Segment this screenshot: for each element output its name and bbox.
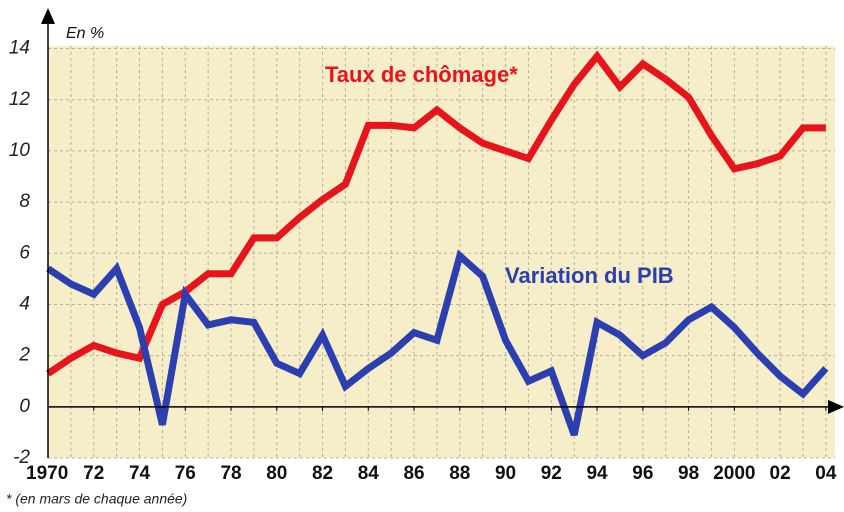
series-line [46,249,829,437]
footnote: * (en mars de chaque année) [6,491,187,507]
x-tick-label: 74 [129,463,151,484]
y-tick-label: 14 [9,38,30,59]
x-tick-label: 94 [586,463,608,484]
x-tick-label: 76 [175,463,196,484]
x-tick-label: 84 [358,463,380,484]
x-tick-label: 04 [815,463,837,484]
x-tick-label: 90 [495,463,516,484]
y-tick-label: 10 [9,140,31,161]
series-label: Variation du PIB [505,263,674,288]
x-tick-label: 86 [403,463,424,484]
y-tick-label: 4 [19,293,30,314]
x-tick-label: 98 [678,463,699,484]
series-label: Taux de chômage* [325,62,518,87]
y-tick-label: 2 [18,345,30,366]
x-tick-label: 2000 [713,463,755,484]
x-tick-label: 92 [541,463,562,484]
series-line [46,50,826,377]
y-tick-label: 8 [19,191,30,212]
x-tick-label: 82 [312,463,333,484]
y-axis-label: En % [66,25,104,42]
x-tick-label: 1970 [26,463,68,484]
x-tick-label: 78 [220,463,241,484]
x-tick-label: 96 [632,463,653,484]
x-tick-label: 02 [770,463,791,484]
y-axis-arrow [41,8,55,24]
x-tick-label: 72 [83,463,104,484]
y-tick-label: 6 [19,242,30,263]
y-tick-label: 12 [9,89,31,110]
y-tick-label: -2 [13,447,30,468]
x-axis-arrow [828,399,844,414]
x-tick-label: 80 [266,463,287,484]
x-tick-label: 88 [449,463,470,484]
y-tick-label: 0 [19,396,30,417]
